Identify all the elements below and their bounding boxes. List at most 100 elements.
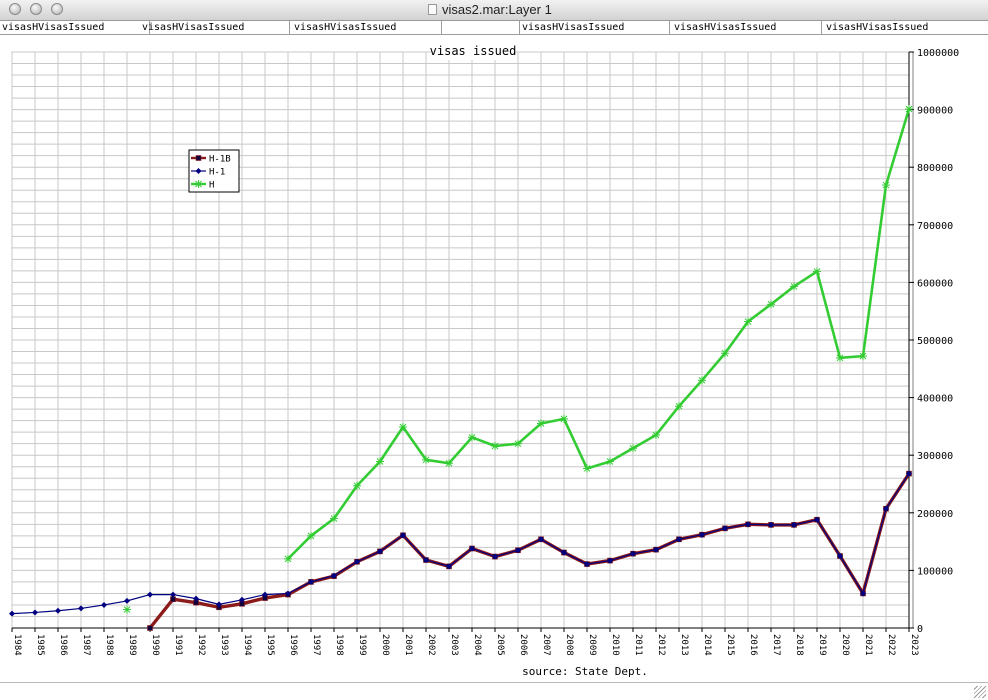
x-tick-label: 2004 <box>472 634 482 656</box>
star-stroke <box>195 180 202 188</box>
x-tick-label: 1999 <box>357 634 367 656</box>
data-point <box>676 536 682 543</box>
legend: H-1B H-1 H <box>188 149 240 193</box>
legend-marker <box>195 155 202 161</box>
data-point <box>124 597 130 604</box>
star-stroke <box>307 532 315 540</box>
x-tick-label: 1985 <box>35 634 45 656</box>
data-point <box>882 181 890 190</box>
x-tick-label: 2010 <box>610 634 620 656</box>
x-tick-label: 2003 <box>449 634 459 656</box>
legend-label: H-1 <box>209 168 225 178</box>
x-tick-label: 2008 <box>564 634 574 656</box>
data-point <box>607 557 613 564</box>
data-point <box>492 553 498 560</box>
star-stroke <box>790 283 798 290</box>
data-point <box>837 553 843 559</box>
x-tick-label: 2011 <box>633 634 643 656</box>
star-stroke <box>606 458 614 465</box>
x-tick-label: 1986 <box>58 634 68 656</box>
star-stroke <box>859 352 867 360</box>
data-point <box>906 470 912 477</box>
y-tick-label: 700000 <box>917 221 953 232</box>
series-h-1 <box>9 470 912 617</box>
document-icon <box>428 4 437 15</box>
x-tick-label: 2005 <box>495 634 505 656</box>
star-stroke <box>882 181 890 189</box>
data-point <box>699 531 705 538</box>
x-tick-label: 2021 <box>863 634 873 656</box>
x-tick-label: 1990 <box>150 634 160 656</box>
x-tick-label: 1988 <box>104 634 114 656</box>
data-point <box>101 601 107 608</box>
layer-tab[interactable]: visasHVisasIssued <box>140 21 290 34</box>
layer-tab-strip: visasHVisasIssued visasHVisasIssued visa… <box>0 21 988 35</box>
data-point <box>790 282 798 291</box>
star-stroke <box>698 376 706 384</box>
layer-tab[interactable]: visasHVisasIssued <box>0 21 150 34</box>
data-point <box>216 601 222 608</box>
star-stroke <box>629 444 637 452</box>
data-point <box>193 595 199 602</box>
data-point <box>652 431 660 440</box>
x-tick-label: 1995 <box>265 634 275 656</box>
data-point <box>307 531 315 540</box>
data-point <box>883 505 889 512</box>
data-point <box>561 549 567 556</box>
x-tick-label: 2018 <box>794 634 804 656</box>
layer-tab[interactable]: visasHVisasIssued <box>672 21 822 34</box>
close-button[interactable] <box>9 3 21 15</box>
data-point <box>538 536 544 543</box>
y-tick-label: 900000 <box>917 106 953 117</box>
layer-tab[interactable]: visasHVisasIssued <box>292 21 442 34</box>
data-point <box>514 439 522 448</box>
data-point <box>560 414 568 423</box>
grid-lines <box>11 51 910 629</box>
data-point <box>767 300 775 309</box>
data-point <box>330 514 338 523</box>
data-point <box>399 422 407 431</box>
x-tick-label: 1991 <box>173 634 183 656</box>
data-point <box>55 607 61 614</box>
data-point <box>584 561 590 568</box>
zoom-button[interactable] <box>51 3 63 15</box>
star-stroke <box>491 442 499 450</box>
x-tick-label: 2009 <box>587 634 597 656</box>
x-tick-label: 1994 <box>242 634 252 656</box>
data-point <box>376 457 384 466</box>
legend-marker <box>195 168 202 174</box>
data-point <box>491 441 499 450</box>
data-point <box>583 464 591 473</box>
title-background <box>433 44 515 60</box>
star-stroke <box>353 482 361 490</box>
layer-tab[interactable]: visasHVisasIssued <box>826 22 929 33</box>
window-title: visas2.mar:Layer 1 <box>442 2 552 17</box>
x-tick-label: 2014 <box>702 634 712 656</box>
data-point <box>147 591 153 598</box>
x-tick-label: 2016 <box>748 634 758 656</box>
minimize-button[interactable] <box>30 3 42 15</box>
x-tick-label: 2023 <box>909 634 919 656</box>
y-tick-label: 100000 <box>917 566 953 577</box>
x-tick-label: 1992 <box>196 634 206 656</box>
star-stroke <box>721 349 729 357</box>
data-point <box>744 317 752 326</box>
data-point <box>537 419 545 428</box>
data-point <box>445 459 453 468</box>
x-tick-label: 1984 <box>12 634 22 656</box>
legend-label: H <box>209 181 214 191</box>
data-point <box>905 105 913 114</box>
data-point <box>262 591 268 598</box>
layer-tab[interactable]: visasHVisasIssued <box>520 21 670 34</box>
x-tick-label: 2015 <box>725 634 735 656</box>
data-point <box>675 402 683 411</box>
data-point <box>353 481 361 490</box>
data-point <box>629 444 637 453</box>
star-stroke <box>813 268 821 275</box>
resize-grip-icon[interactable] <box>974 686 986 698</box>
layer-tab[interactable] <box>444 21 520 34</box>
y-tick-label: 500000 <box>917 336 953 347</box>
title-bar[interactable]: visas2.mar:Layer 1 <box>0 0 988 21</box>
star-stroke <box>583 465 591 472</box>
x-tick-label: 1997 <box>311 634 321 656</box>
